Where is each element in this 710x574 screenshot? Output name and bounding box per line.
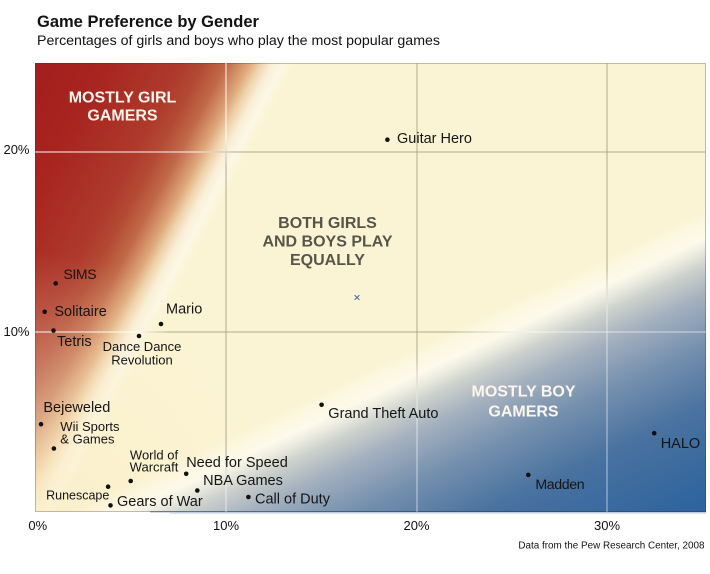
- svg-text:World of: World of: [130, 448, 179, 463]
- svg-text:Runescape: Runescape: [46, 489, 109, 503]
- svg-text:Guitar Hero: Guitar Hero: [397, 131, 472, 147]
- svg-text:AND BOYS PLAY: AND BOYS PLAY: [262, 234, 392, 251]
- svg-text:Warcraft: Warcraft: [130, 460, 179, 475]
- svg-text:Mario: Mario: [166, 302, 202, 318]
- svg-text:Revolution: Revolution: [111, 353, 172, 368]
- svg-text:Gears of War: Gears of War: [117, 494, 203, 510]
- svg-text:Percentages of girls and boys: Percentages of girls and boys who play t…: [37, 33, 440, 49]
- svg-text:Solitaire: Solitaire: [54, 304, 106, 320]
- svg-text:10%: 10%: [3, 324, 29, 339]
- svg-text:HALO: HALO: [661, 436, 701, 452]
- svg-text:MOSTLY BOY: MOSTLY BOY: [471, 384, 575, 401]
- svg-text:Dance Dance: Dance Dance: [103, 339, 182, 354]
- svg-text:Data from the Pew Research Cen: Data from the Pew Research Center, 2008: [518, 541, 705, 552]
- svg-text:SIMS: SIMS: [64, 266, 97, 282]
- svg-text:MOSTLY GIRL: MOSTLY GIRL: [69, 90, 177, 107]
- svg-text:10%: 10%: [213, 518, 239, 533]
- svg-text:Madden: Madden: [535, 477, 584, 493]
- svg-text:Call of Duty: Call of Duty: [255, 492, 331, 508]
- svg-text:Wii Sports: Wii Sports: [60, 419, 120, 434]
- svg-text:30%: 30%: [594, 518, 620, 533]
- svg-text:NBA Games: NBA Games: [203, 473, 283, 489]
- svg-text:GAMERS: GAMERS: [488, 404, 559, 421]
- svg-text:20%: 20%: [3, 142, 29, 157]
- svg-text:Bejeweled: Bejeweled: [43, 400, 110, 416]
- svg-text:BOTH GIRLS: BOTH GIRLS: [278, 215, 377, 232]
- svg-text:& Games: & Games: [60, 432, 115, 447]
- svg-text:Game Preference by Gender: Game Preference by Gender: [37, 13, 260, 31]
- svg-text:0%: 0%: [28, 518, 47, 533]
- svg-text:Tetris: Tetris: [57, 334, 92, 350]
- svg-text:EQUALLY: EQUALLY: [290, 252, 365, 269]
- svg-text:20%: 20%: [403, 518, 429, 533]
- svg-text:Grand Theft Auto: Grand Theft Auto: [328, 406, 438, 422]
- svg-text:Need for Speed: Need for Speed: [186, 455, 288, 471]
- svg-text:GAMERS: GAMERS: [87, 108, 158, 125]
